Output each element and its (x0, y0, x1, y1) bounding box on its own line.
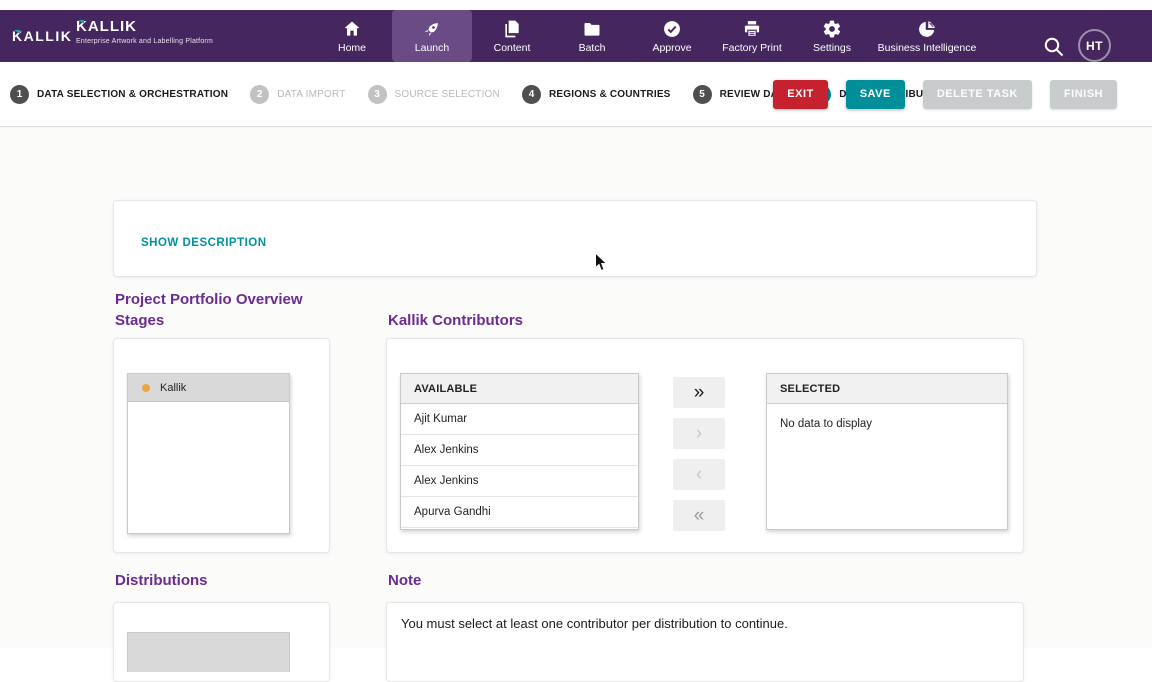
pages-icon (505, 20, 519, 37)
stage-status-dot (142, 383, 150, 392)
folder-icon (584, 22, 600, 36)
nav-item-label: Business Intelligence (877, 41, 977, 54)
mouse-cursor (595, 252, 608, 272)
distributions-list-header (127, 632, 290, 672)
nav-item-label: Content (493, 41, 531, 54)
note-text: You must select at least one contributor… (401, 616, 788, 631)
step-label: REGIONS & COUNTRIES (548, 88, 671, 100)
stages-section-title: Stages (115, 312, 165, 329)
nav-item-factory-print[interactable]: Factory Print (712, 10, 792, 62)
step-number: 3 (367, 84, 387, 104)
nav-item-label: Batch (578, 41, 606, 54)
nav-item-content[interactable]: Content (472, 10, 552, 62)
step-number: 2 (250, 84, 270, 104)
wizard-toolbar: 1 DATA SELECTION & ORCHESTRATION 2 DATA … (0, 62, 1152, 127)
stage-item-label: Kallik (160, 381, 187, 394)
page-content: Project Portfolio Overview SHOW DESCRIPT… (0, 128, 1152, 682)
nav-item-label: Home (337, 41, 366, 54)
available-item[interactable]: Alex Jenkins (401, 435, 638, 466)
step-source-selection[interactable]: 3 SOURCE SELECTION (367, 84, 500, 104)
logo-k-accent (78, 20, 84, 24)
available-panel: AVAILABLE Ajit Kumar Alex Jenkins Alex J… (400, 373, 639, 530)
nav-item-business-intelligence[interactable]: Business Intelligence (872, 10, 982, 62)
note-section-title: Note (388, 572, 422, 589)
stage-item-kallik[interactable]: Kallik (128, 374, 289, 402)
primary-nav: Home Launch Content Batch (312, 10, 982, 62)
step-label: SOURCE SELECTION (394, 88, 500, 100)
step-label: REVIEW DATA (719, 88, 791, 100)
step-number: 5 (692, 84, 712, 104)
nav-item-label: Factory Print (722, 41, 782, 54)
move-right-button[interactable]: › (673, 418, 725, 449)
step-regions-countries[interactable]: 4 REGIONS & COUNTRIES (521, 84, 671, 104)
nav-item-launch[interactable]: Launch (392, 10, 472, 62)
rocket-icon (424, 22, 438, 36)
avatar[interactable]: HT (1078, 29, 1111, 62)
note-card: You must select at least one contributor… (386, 602, 1024, 682)
page-title: Project Portfolio Overview (115, 291, 303, 308)
move-all-right-button[interactable]: » (673, 377, 725, 408)
step-label: DATA IMPORT (277, 88, 346, 100)
save-button[interactable]: SAVE (845, 79, 905, 109)
step-label: DATA SELECTION & ORCHESTRATION (37, 88, 229, 100)
step-review-data[interactable]: 5 REVIEW DATA (692, 84, 791, 104)
nav-item-home[interactable]: Home (312, 10, 392, 62)
home-icon (344, 21, 360, 36)
search-button[interactable] (1042, 35, 1066, 59)
exit-button[interactable]: EXIT (773, 79, 828, 109)
nav-item-label: Settings (813, 41, 851, 54)
available-item[interactable]: Ajit Kumar (401, 404, 638, 435)
step-data-import[interactable]: 2 DATA IMPORT (250, 84, 346, 104)
available-header: AVAILABLE (401, 374, 638, 404)
move-left-button[interactable]: ‹ (673, 459, 725, 490)
move-all-left-button[interactable]: « (673, 500, 725, 531)
brand-logo-full: KALLIK Enterprise Artwork and Labelling … (76, 18, 213, 45)
description-card: SHOW DESCRIPTION (113, 200, 1037, 277)
printer-icon (744, 20, 760, 37)
toolbar-actions: EXIT SAVE DELETE TASK FINISH (773, 62, 1117, 126)
contributors-section-title: Kallik Contributors (388, 312, 524, 329)
available-item[interactable]: Alex Jenkins (401, 466, 638, 497)
nav-item-batch[interactable]: Batch (552, 10, 632, 62)
brand-logo-text: KALLIK (12, 28, 73, 44)
brand-logo-title: KALLIK (76, 18, 137, 35)
available-item[interactable]: Apurva Gandhi (401, 497, 638, 528)
nav-item-approve[interactable]: Approve (632, 10, 712, 62)
finish-button[interactable]: FINISH (1049, 79, 1117, 109)
selected-header: SELECTED (767, 374, 1007, 404)
nav-item-settings[interactable]: Settings (792, 10, 872, 62)
brand-logo-compact: KALLIK (12, 10, 72, 62)
stages-list: Kallik (127, 373, 290, 534)
show-description-link[interactable]: SHOW DESCRIPTION (141, 237, 267, 249)
nav-item-label: Approve (652, 41, 692, 54)
step-number: 1 (10, 84, 29, 104)
nav-item-label: Launch (414, 41, 450, 54)
distributions-section-title: Distributions (115, 572, 208, 589)
delete-task-button[interactable]: DELETE TASK (922, 79, 1032, 109)
app-header: KALLIK KALLIK Enterprise Artwork and Lab… (0, 10, 1152, 62)
logo-k-accent (14, 30, 20, 34)
contributors-card: AVAILABLE Ajit Kumar Alex Jenkins Alex J… (386, 338, 1024, 553)
stages-card: Kallik (113, 338, 330, 553)
step-data-selection-orchestration[interactable]: 1 DATA SELECTION & ORCHESTRATION (10, 84, 229, 104)
step-number: 4 (521, 84, 541, 104)
distributions-card (113, 602, 330, 682)
selected-panel: SELECTED No data to display (766, 373, 1008, 530)
gear-icon (823, 20, 841, 37)
pie-chart-icon (919, 20, 935, 37)
avatar-initials: HT (1086, 38, 1103, 53)
selected-empty-text: No data to display (780, 418, 873, 430)
brand-logo-subtitle: Enterprise Artwork and Labelling Platfor… (76, 38, 213, 45)
check-circle-icon (664, 20, 680, 37)
search-icon (1044, 37, 1064, 57)
